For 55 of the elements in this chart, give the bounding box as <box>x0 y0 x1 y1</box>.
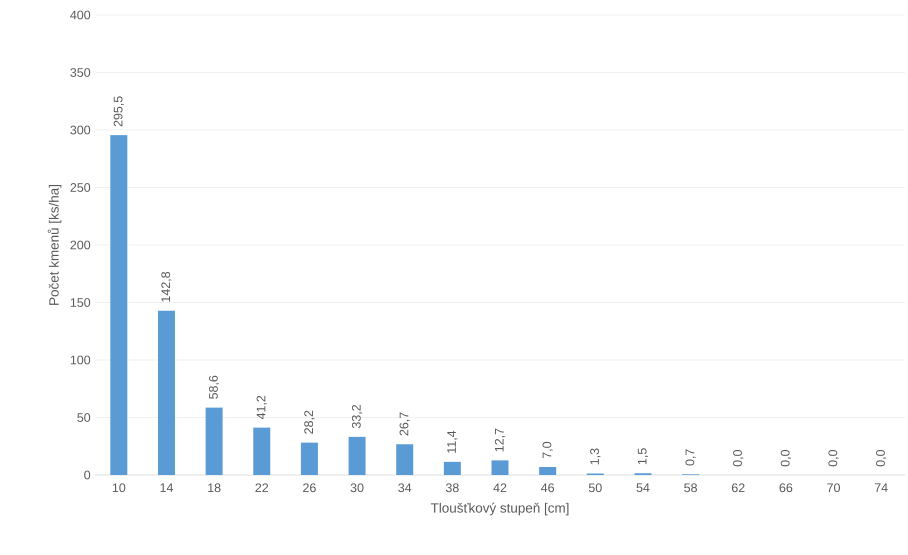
x-tick-label: 22 <box>255 483 268 492</box>
x-tick-label: 54 <box>636 483 650 492</box>
data-label: 28,2 <box>304 410 315 434</box>
x-tick-label: 42 <box>493 483 506 492</box>
x-tick-label: 38 <box>446 483 459 492</box>
bar <box>300 442 318 475</box>
bar <box>158 310 175 475</box>
data-label: 7,0 <box>542 442 553 458</box>
data-label: 26,7 <box>400 412 410 436</box>
data-label: 0,0 <box>733 450 744 466</box>
bar <box>110 135 128 475</box>
data-label: 0,7 <box>685 449 696 466</box>
bar <box>348 436 366 475</box>
y-tick-label: 250 <box>70 183 90 192</box>
data-label: 295,5 <box>114 96 124 126</box>
data-label: 0,0 <box>828 450 839 466</box>
x-tick-label: 34 <box>398 483 412 492</box>
data-label: 1,5 <box>638 448 648 464</box>
y-tick-label: 200 <box>70 240 90 250</box>
x-tick-label: 46 <box>541 483 554 492</box>
x-tick-label: 30 <box>350 483 364 492</box>
data-label: 0,0 <box>780 450 792 466</box>
x-tick-label: 62 <box>732 483 745 492</box>
x-axis-title: Tloušťkový stupeň [cm] <box>430 502 568 516</box>
data-label: 1,3 <box>590 448 600 464</box>
data-label: 12,7 <box>494 428 506 452</box>
y-axis-title: Počet kmenů [ks/ha] <box>48 185 62 305</box>
data-label: 142,8 <box>161 272 172 302</box>
y-tick-label: 0 <box>84 470 90 480</box>
x-tick-label: 70 <box>827 483 840 492</box>
bar <box>396 444 414 475</box>
x-tick-label: 26 <box>303 483 316 492</box>
y-tick-label: 400 <box>70 10 90 20</box>
bar <box>539 466 556 475</box>
x-tick-label: 74 <box>874 483 888 492</box>
x-tick-label: 14 <box>160 483 174 492</box>
x-tick-label: 66 <box>780 483 792 492</box>
x-tick-label: 58 <box>684 483 697 492</box>
data-label: 33,2 <box>352 405 362 428</box>
y-tick-label: 100 <box>70 356 90 364</box>
bar <box>206 408 223 475</box>
bar <box>253 428 270 475</box>
x-tick-label: 50 <box>588 483 602 492</box>
data-label: 41,2 <box>256 396 267 420</box>
bar <box>492 460 509 475</box>
y-tick-label: 50 <box>77 413 90 422</box>
x-tick-label: 18 <box>208 483 221 492</box>
data-label: 58,6 <box>208 376 220 399</box>
y-tick-label: 300 <box>70 126 90 134</box>
y-tick-label: 150 <box>70 298 90 307</box>
x-tick-label: 10 <box>112 483 126 492</box>
bar <box>444 462 461 475</box>
data-label: 0,0 <box>876 450 886 466</box>
data-label: 11,4 <box>447 430 458 453</box>
y-tick-label: 350 <box>70 68 90 77</box>
